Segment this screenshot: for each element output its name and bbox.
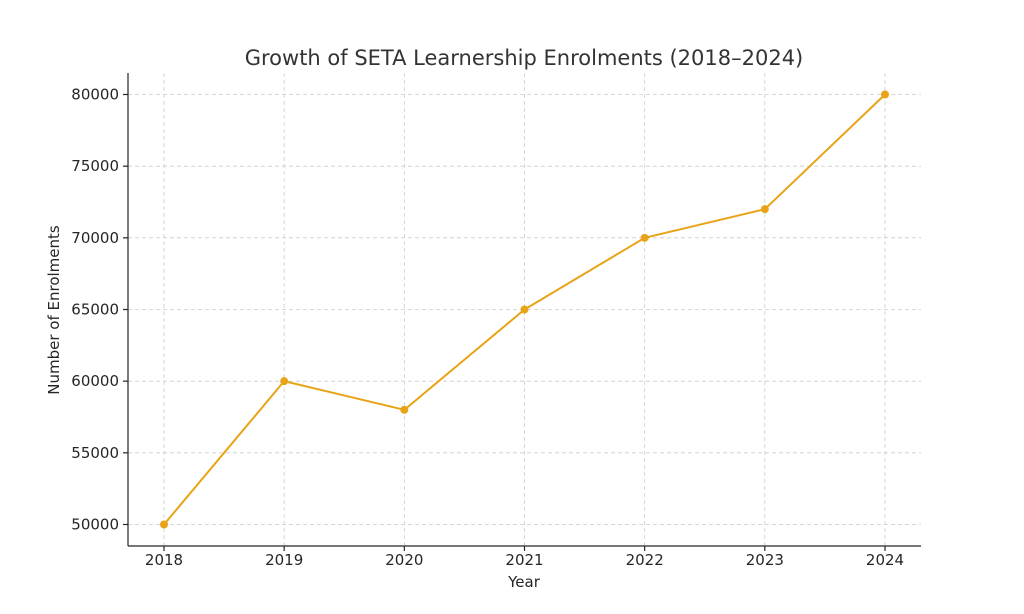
y-tick-label: 80000 xyxy=(71,86,119,104)
chart-title: Growth of SETA Learnership Enrolments (2… xyxy=(245,46,804,70)
x-tick-label: 2018 xyxy=(145,551,183,569)
x-axis-label: Year xyxy=(507,573,541,591)
data-point xyxy=(160,520,168,529)
x-tick-label: 2019 xyxy=(265,551,303,569)
x-tick-label: 2021 xyxy=(505,551,543,569)
x-tick-label: 2024 xyxy=(866,551,904,569)
y-tick-label: 75000 xyxy=(71,157,119,175)
x-tick-label: 2023 xyxy=(746,551,784,569)
data-point xyxy=(640,233,649,242)
x-axis-ticks: 2018 2019 2020 2021 2022 2023 2024 xyxy=(145,546,904,569)
y-tick-label: 60000 xyxy=(71,372,119,390)
y-tick-label: 65000 xyxy=(71,301,119,319)
y-tick-label: 50000 xyxy=(71,516,119,534)
grid xyxy=(128,73,921,546)
data-point xyxy=(881,90,889,99)
series-group xyxy=(160,90,889,529)
data-point xyxy=(760,205,769,214)
data-point xyxy=(280,377,289,386)
y-axis-ticks: 50000 55000 60000 65000 70000 75000 80000 xyxy=(71,86,128,534)
y-tick-label: 55000 xyxy=(71,444,119,462)
data-point xyxy=(520,305,529,314)
y-tick-label: 70000 xyxy=(71,229,119,247)
x-tick-label: 2022 xyxy=(626,551,664,569)
x-tick-label: 2020 xyxy=(385,551,423,569)
data-point xyxy=(400,405,409,414)
y-axis-label: Number of Enrolments xyxy=(45,225,63,395)
